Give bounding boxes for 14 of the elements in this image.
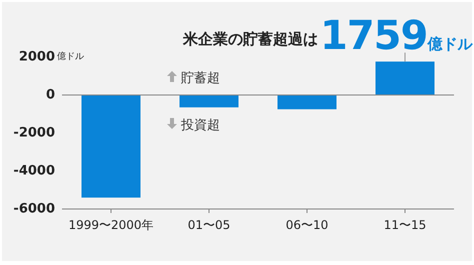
x-tick-label: 1999〜2000年 <box>68 218 154 232</box>
x-tick-label: 06〜10 <box>286 218 328 232</box>
y-tick-label: 2000 <box>18 50 55 64</box>
x-tick-label: 11〜15 <box>384 218 426 232</box>
y-tick-label: 0 <box>46 88 55 102</box>
chart-title: 米企業の貯蓄超過は <box>182 30 318 48</box>
y-tick-label: -6000 <box>13 202 55 216</box>
annotation: 貯蓄超 <box>181 71 220 86</box>
annotation: 1759億ドル <box>320 13 474 59</box>
y-tick-label: -4000 <box>13 164 55 178</box>
x-tick-label: 01〜05 <box>188 218 230 232</box>
y-axis-title: 億ドル <box>57 51 84 62</box>
annotation: 投資超 <box>180 118 220 133</box>
y-tick-label: -2000 <box>13 126 55 140</box>
